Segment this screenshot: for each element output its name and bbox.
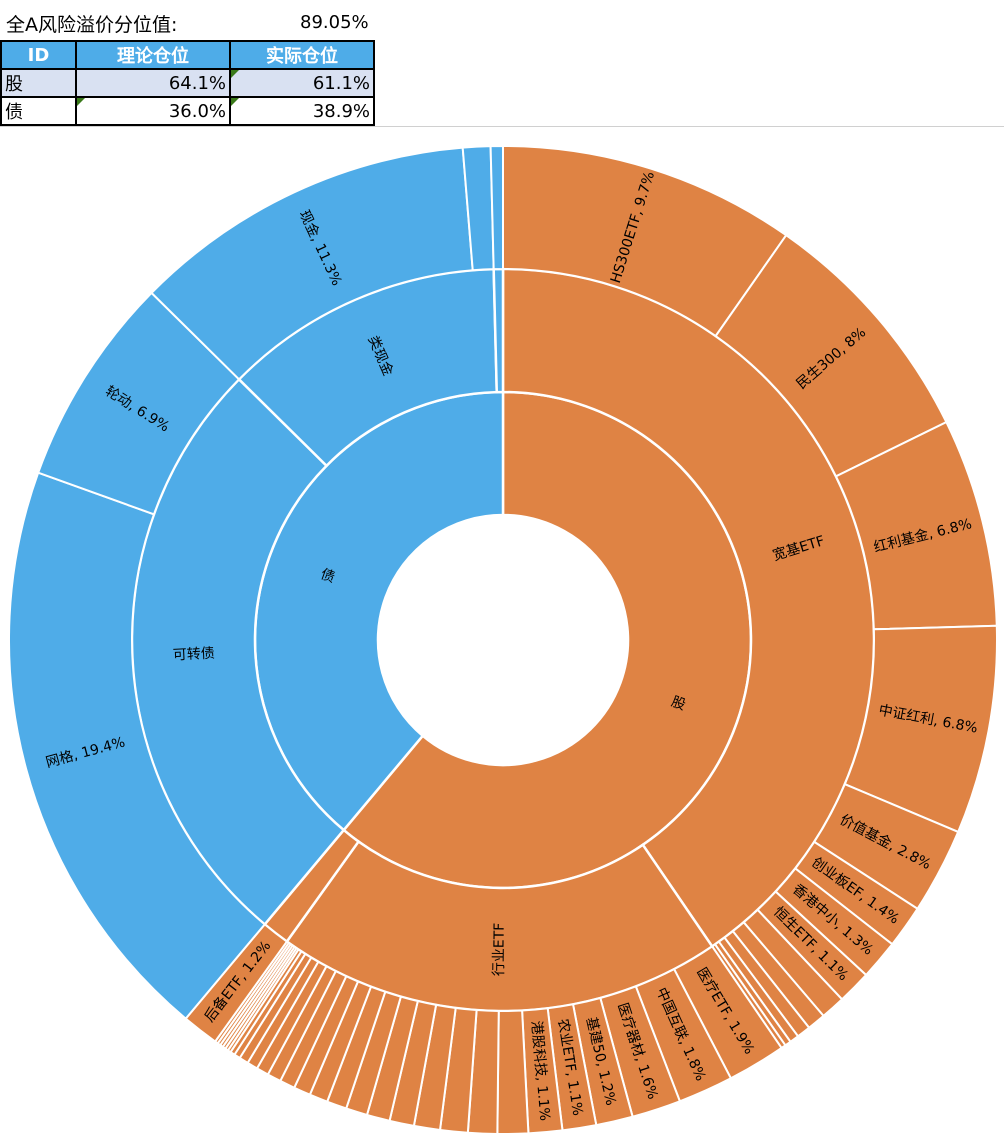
table-row: 股 64.1% 61.1%	[0, 68, 375, 98]
cell-actual[interactable]: 61.1%	[229, 68, 375, 98]
cell-actual-text: 61.1%	[312, 72, 370, 94]
comment-marker-icon	[231, 70, 239, 78]
comment-marker-icon	[231, 98, 239, 106]
col-theory[interactable]: 理论仓位	[75, 40, 231, 70]
sunburst-segment[interactable]	[492, 267, 505, 394]
comment-marker-icon	[77, 98, 85, 106]
cell-id[interactable]: 股	[0, 68, 77, 98]
segment-label: 行业ETF	[491, 923, 508, 977]
col-id[interactable]: ID	[0, 40, 77, 70]
table-row: 债 36.0% 38.9%	[0, 96, 375, 126]
divider	[0, 126, 1004, 127]
segment-label: 股	[669, 694, 688, 714]
col-actual[interactable]: 实际仓位	[229, 40, 375, 70]
segment-label: 可转债	[172, 646, 215, 664]
cell-id[interactable]: 债	[0, 96, 77, 126]
cell-actual[interactable]: 38.9%	[229, 96, 375, 126]
cell-theory[interactable]: 36.0%	[75, 96, 231, 126]
position-table: ID 理论仓位 实际仓位 股 64.1% 61.1% 债 36.0% 38.9%	[0, 40, 375, 126]
cell-theory-text: 36.0%	[168, 100, 226, 122]
risk-premium-value: 89.05%	[300, 12, 369, 33]
cell-actual-text: 38.9%	[312, 100, 370, 122]
sunburst-leaf-segment[interactable]	[489, 144, 504, 271]
cell-theory[interactable]: 64.1%	[75, 68, 231, 98]
risk-premium-label: 全A风险溢价分位值:	[6, 14, 178, 36]
segment-label: 债	[318, 566, 337, 586]
sunburst-leaf-segment[interactable]	[496, 1009, 530, 1135]
